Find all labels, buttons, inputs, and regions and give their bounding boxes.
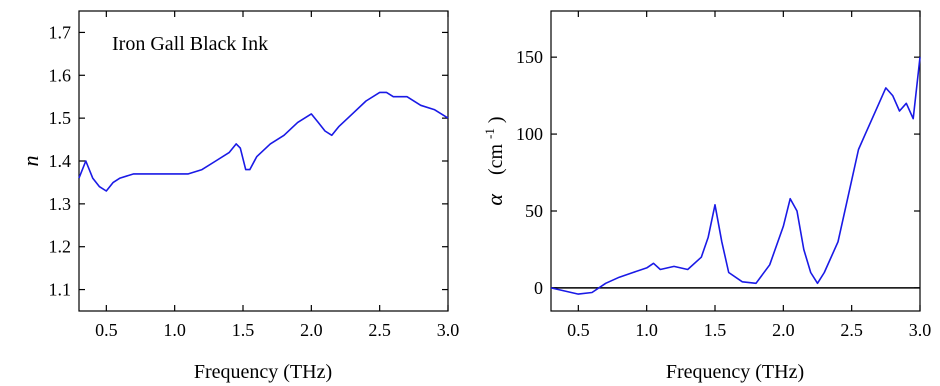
x-tick-label: 2.0 — [772, 320, 795, 340]
tick-group: 0.5 1.0 1.5 2.0 2.5 3.0 1.1 1.2 1.3 1.4 1.5 1.6 1.7 — [49, 11, 460, 340]
x-tick-label: 0.5 — [567, 320, 590, 340]
y-axis-unit-exponent: -1 — [482, 128, 497, 139]
x-tick-label: 1.5 — [232, 320, 255, 340]
refractive-index-panel: 0.5 1.0 1.5 2.0 2.5 3.01.11.21.31.41.51.61.7 … — [18, 10, 460, 383]
x-tick-label: 1.5 — [704, 320, 727, 340]
x-tick-label: 3.0 — [909, 320, 932, 340]
y-tick-label: 0 — [534, 278, 543, 298]
y-tick-label: 1.2 — [49, 237, 72, 257]
chart-annotation: Iron Gall Black Ink — [112, 33, 268, 55]
x-tick-label: 0.5 — [95, 320, 118, 340]
y-axis-unit-close: ) — [485, 116, 507, 123]
y-tick-label: 50 — [525, 201, 543, 221]
y-axis-symbol: α — [482, 194, 507, 206]
tick-group: 0.5 1.0 1.5 2.0 2.5 3.0 0 50 100 150 — [516, 11, 931, 340]
absorption-panel: 0.5 1.0 1.5 2.0 2.5 3.0 0 50 100 150 Frequency (T… — [477, 10, 931, 383]
plot-frame — [550, 10, 921, 312]
y-tick-label: 1.6 — [49, 65, 72, 85]
svg-text:α (cm -1: α (cm -1 ) — [477, 116, 507, 205]
y-tick-label: 100 — [516, 124, 543, 144]
y-tick-label: 1.3 — [49, 194, 72, 214]
y-tick-label: 1.4 — [49, 151, 72, 171]
series-line — [550, 57, 921, 295]
x-tick-label: 3.0 — [437, 320, 460, 340]
y-axis-label: α (cm -1 ) — [477, 116, 507, 205]
x-axis-label: Frequency (THz) — [194, 361, 332, 383]
x-tick-label: 2.5 — [840, 320, 863, 340]
x-tick-label: 1.0 — [163, 320, 186, 340]
x-tick-label: 2.0 — [300, 320, 323, 340]
series-group — [78, 91, 449, 192]
series-line — [78, 91, 449, 192]
y-axis-unit: (cm — [485, 143, 507, 175]
y-tick-label: 1.7 — [49, 22, 72, 42]
y-tick-label: 1.5 — [49, 108, 72, 128]
x-axis-label: Frequency (THz) — [666, 361, 804, 383]
series-group — [550, 57, 921, 295]
plot-frame — [78, 10, 449, 312]
x-tick-label: 1.0 — [635, 320, 658, 340]
y-axis-label: n — [18, 156, 43, 167]
x-tick-label: 2.5 — [368, 320, 391, 340]
y-tick-label: 1.1 — [49, 280, 72, 300]
y-tick-label: 150 — [516, 47, 543, 67]
